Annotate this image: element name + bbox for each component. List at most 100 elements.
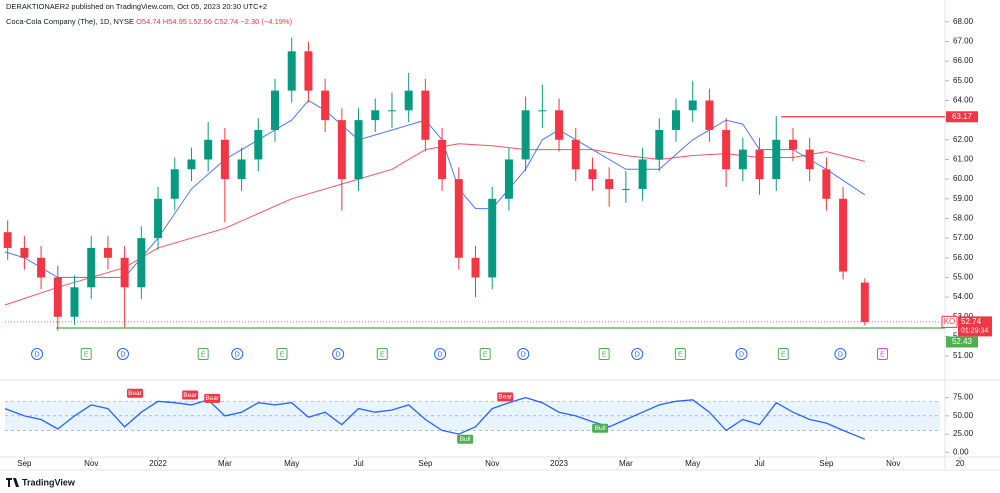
event-label: E xyxy=(781,351,786,358)
x-tick-label: Sep xyxy=(819,459,834,468)
x-tick-label: Mar xyxy=(218,459,232,468)
candle-body xyxy=(337,120,346,180)
candle-body xyxy=(672,110,681,130)
instrument: Coca-Cola Company (The), 1D, NYSE O54.74… xyxy=(6,17,293,26)
x-tick-label: Sep xyxy=(418,459,433,468)
y-tick-label: 51.00 xyxy=(953,351,974,360)
event-label: E xyxy=(602,351,607,358)
symbol-label: KO xyxy=(944,317,956,326)
divergence-box xyxy=(182,390,199,400)
candle-body xyxy=(805,149,814,170)
dividend-icon xyxy=(332,348,345,360)
candle-body xyxy=(638,159,647,189)
candle-body xyxy=(738,149,747,170)
y-tick-label: 56.00 xyxy=(953,253,974,262)
earnings-icon xyxy=(376,348,388,360)
candle-body xyxy=(254,129,263,160)
earnings-icon xyxy=(777,348,789,360)
candle-body xyxy=(321,90,330,121)
candle-body xyxy=(571,139,580,170)
y-tick-label: 68.00 xyxy=(953,17,974,26)
candle-body xyxy=(120,257,129,288)
dividend-icon xyxy=(31,348,44,360)
candle-body xyxy=(204,139,213,160)
price-label: 63.17 xyxy=(952,112,973,121)
x-tick-label: Nov xyxy=(485,459,499,468)
earnings-icon xyxy=(598,348,610,360)
y-tick-label: 67.00 xyxy=(953,37,974,46)
candle-body xyxy=(438,139,447,180)
y-tick-label: 64.00 xyxy=(953,96,974,105)
x-tick-label: Jul xyxy=(754,459,764,468)
candle-body xyxy=(538,110,547,112)
x-tick-label: May xyxy=(284,459,299,468)
divergence-box xyxy=(497,392,514,402)
candle-body xyxy=(588,169,597,180)
candle-body xyxy=(3,232,12,248)
ohlc-change: −2.30 (−4.19%) xyxy=(240,17,292,26)
candle-body xyxy=(555,110,564,140)
candle-body xyxy=(187,159,196,170)
divergence-label: Bear xyxy=(183,392,198,399)
candle-body xyxy=(354,120,363,180)
y-tick-label: 25.00 xyxy=(953,429,974,438)
event-label: D xyxy=(635,351,640,358)
candle-body xyxy=(387,110,396,112)
divergence-label: Bear xyxy=(128,390,143,397)
candle-body xyxy=(404,90,413,111)
event-label: D xyxy=(235,351,240,358)
x-tick-label: 2022 xyxy=(149,459,167,468)
candle-body xyxy=(220,139,229,180)
divergence-box xyxy=(592,423,609,433)
dividend-icon xyxy=(631,348,644,360)
candle-body xyxy=(839,198,848,272)
divergence-box xyxy=(457,434,474,444)
earnings-icon xyxy=(197,348,209,360)
y-tick-label: 55.00 xyxy=(953,273,974,282)
dividend-icon xyxy=(735,348,748,360)
candle-body xyxy=(822,169,831,199)
candle-body xyxy=(860,282,869,322)
earnings-icon xyxy=(276,348,288,360)
event-label: E xyxy=(483,351,488,358)
candle-body xyxy=(371,110,380,121)
event-label: E xyxy=(880,351,885,358)
candle-body xyxy=(705,100,714,130)
publisher: DERAKTIONAER2 published on TradingView.c… xyxy=(6,2,267,11)
earnings-icon xyxy=(877,348,889,360)
event-label: D xyxy=(739,351,744,358)
x-tick-label: Nov xyxy=(886,459,900,468)
y-tick-label: 62.00 xyxy=(953,135,974,144)
y-tick-label: 54.00 xyxy=(953,292,974,301)
candle-body xyxy=(287,51,296,91)
candle-body xyxy=(237,159,246,180)
candle-body xyxy=(605,179,614,189)
x-tick-label: Nov xyxy=(84,459,98,468)
event-label: D xyxy=(336,351,341,358)
candle-body xyxy=(20,247,29,258)
event-label: D xyxy=(521,351,526,358)
candle-body xyxy=(421,90,430,140)
candle-body xyxy=(137,238,146,288)
dividend-icon xyxy=(517,348,530,360)
y-tick-label: 66.00 xyxy=(953,56,974,65)
x-tick-label: Mar xyxy=(619,459,633,468)
ohlc-low: L52.56 xyxy=(189,17,212,26)
brand: TradingView xyxy=(22,477,76,487)
candle-body xyxy=(70,287,79,317)
last-price-label: 52.74 xyxy=(961,317,982,326)
event-label: D xyxy=(438,351,443,358)
price-label-box xyxy=(946,111,978,123)
divergence-label: Bull xyxy=(460,436,471,443)
event-label: E xyxy=(380,351,385,358)
divergence-label: Bull xyxy=(595,425,606,432)
y-tick-label: 50.00 xyxy=(953,411,974,420)
earnings-icon xyxy=(479,348,491,360)
candle-body xyxy=(755,149,764,180)
divergence-box xyxy=(204,393,221,403)
divergence-label: Bear xyxy=(498,394,513,401)
earnings-icon xyxy=(80,348,92,360)
x-tick-label: 20 xyxy=(956,459,965,468)
